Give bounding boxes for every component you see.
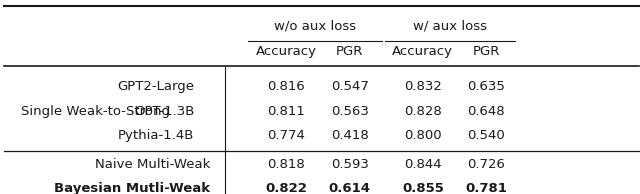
Text: 0.726: 0.726 <box>467 158 505 171</box>
Text: 0.811: 0.811 <box>268 105 305 118</box>
Text: 0.816: 0.816 <box>268 80 305 93</box>
Text: 0.818: 0.818 <box>268 158 305 171</box>
Text: 0.563: 0.563 <box>331 105 369 118</box>
Text: 0.614: 0.614 <box>329 182 371 194</box>
Text: 0.648: 0.648 <box>467 105 505 118</box>
Text: GPT2-Large: GPT2-Large <box>117 80 195 93</box>
Text: 0.822: 0.822 <box>266 182 307 194</box>
Text: OPT-1.3B: OPT-1.3B <box>134 105 195 118</box>
Text: 0.774: 0.774 <box>268 129 305 142</box>
Text: 0.418: 0.418 <box>331 129 369 142</box>
Text: Naive Multi-Weak: Naive Multi-Weak <box>95 158 210 171</box>
Text: 0.593: 0.593 <box>331 158 369 171</box>
Text: w/o aux loss: w/o aux loss <box>274 19 356 32</box>
Text: Accuracy: Accuracy <box>256 45 317 58</box>
Text: 0.800: 0.800 <box>404 129 442 142</box>
Text: Bayesian Mutli-Weak: Bayesian Mutli-Weak <box>54 182 210 194</box>
Text: Pythia-1.4B: Pythia-1.4B <box>118 129 195 142</box>
Text: 0.540: 0.540 <box>467 129 505 142</box>
Text: Single Weak-to-Strong: Single Weak-to-Strong <box>22 105 170 118</box>
Text: 0.855: 0.855 <box>402 182 444 194</box>
Text: 0.547: 0.547 <box>331 80 369 93</box>
Text: 0.781: 0.781 <box>465 182 508 194</box>
Text: PGR: PGR <box>472 45 500 58</box>
Text: 0.635: 0.635 <box>467 80 505 93</box>
Text: 0.844: 0.844 <box>404 158 442 171</box>
Text: Accuracy: Accuracy <box>392 45 453 58</box>
Text: 0.832: 0.832 <box>404 80 442 93</box>
Text: w/ aux loss: w/ aux loss <box>413 19 487 32</box>
Text: PGR: PGR <box>336 45 364 58</box>
Text: 0.828: 0.828 <box>404 105 442 118</box>
